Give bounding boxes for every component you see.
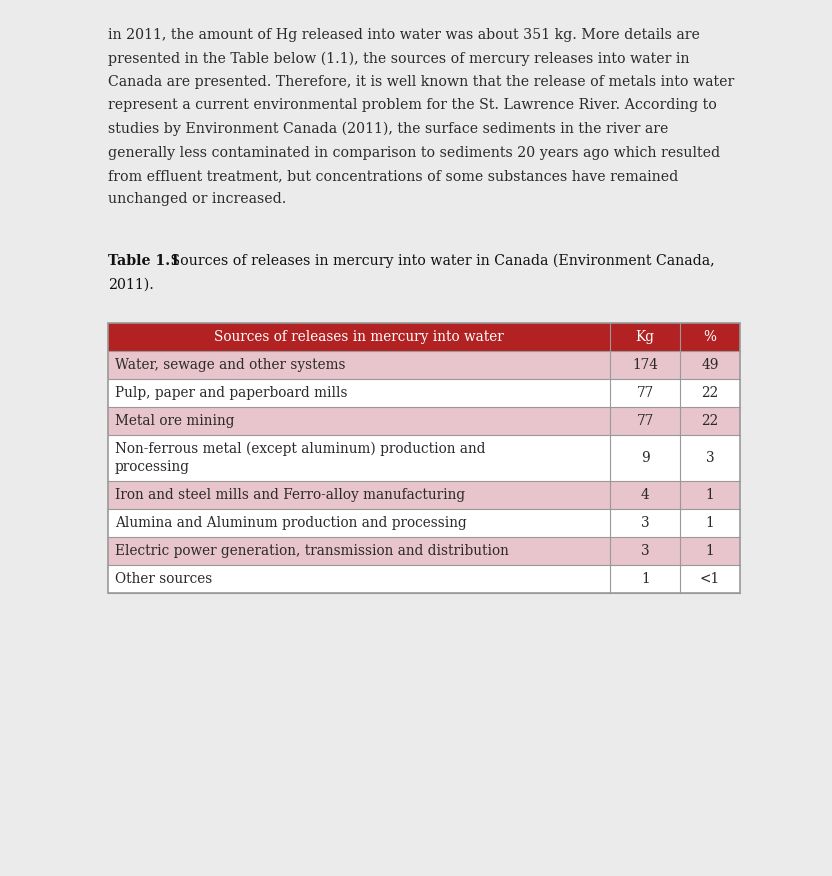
Text: 77: 77: [636, 414, 654, 428]
Text: Other sources: Other sources: [115, 572, 212, 586]
Text: 9: 9: [641, 451, 650, 465]
Bar: [680, 379, 740, 407]
Text: in 2011, the amount of Hg released into water was about 351 kg. More details are: in 2011, the amount of Hg released into …: [108, 28, 700, 42]
Text: 22: 22: [701, 414, 719, 428]
Text: Iron and steel mills and Ferro-alloy manufacturing: Iron and steel mills and Ferro-alloy man…: [115, 488, 465, 502]
Text: 174: 174: [632, 358, 658, 372]
Text: unchanged or increased.: unchanged or increased.: [108, 193, 286, 207]
Text: 1: 1: [641, 572, 650, 586]
Text: Electric power generation, transmission and distribution: Electric power generation, transmission …: [115, 544, 509, 558]
Bar: [611, 565, 680, 593]
Bar: [680, 509, 740, 537]
Bar: [108, 407, 611, 435]
Text: studies by Environment Canada (2011), the surface sediments in the river are: studies by Environment Canada (2011), th…: [108, 122, 668, 137]
Text: from effluent treatment, but concentrations of some substances have remained: from effluent treatment, but concentrati…: [108, 169, 678, 183]
Text: <1: <1: [700, 572, 720, 586]
Bar: [108, 537, 611, 565]
Bar: [611, 379, 680, 407]
Text: 77: 77: [636, 386, 654, 400]
Text: 1: 1: [706, 544, 715, 558]
Bar: [680, 435, 740, 481]
Bar: [108, 509, 611, 537]
Text: presented in the Table below (1.1), the sources of mercury releases into water i: presented in the Table below (1.1), the …: [108, 52, 690, 66]
Text: 49: 49: [701, 358, 719, 372]
Bar: [108, 323, 740, 351]
Bar: [680, 537, 740, 565]
Text: Metal ore mining: Metal ore mining: [115, 414, 235, 428]
Bar: [611, 481, 680, 509]
Text: 3: 3: [706, 451, 715, 465]
Text: 3: 3: [641, 544, 650, 558]
Bar: [108, 565, 611, 593]
Bar: [611, 509, 680, 537]
Text: generally less contaminated in comparison to sediments 20 years ago which result: generally less contaminated in compariso…: [108, 145, 721, 159]
Text: Sources of releases in mercury into water in Canada (Environment Canada,: Sources of releases in mercury into wate…: [166, 254, 715, 268]
Text: Pulp, paper and paperboard mills: Pulp, paper and paperboard mills: [115, 386, 348, 400]
Text: Non-ferrous metal (except aluminum) production and
processing: Non-ferrous metal (except aluminum) prod…: [115, 442, 486, 474]
Bar: [108, 351, 611, 379]
Bar: [108, 379, 611, 407]
Bar: [108, 435, 611, 481]
Text: 22: 22: [701, 386, 719, 400]
Text: Sources of releases in mercury into water: Sources of releases in mercury into wate…: [215, 330, 504, 344]
Text: 4: 4: [641, 488, 650, 502]
Text: Table 1.1: Table 1.1: [108, 254, 180, 268]
Bar: [611, 537, 680, 565]
Bar: [680, 407, 740, 435]
Text: represent a current environmental problem for the St. Lawrence River. According : represent a current environmental proble…: [108, 98, 717, 112]
Text: 2011).: 2011).: [108, 278, 154, 292]
Bar: [680, 565, 740, 593]
Text: Kg: Kg: [636, 330, 655, 344]
Text: Alumina and Aluminum production and processing: Alumina and Aluminum production and proc…: [115, 516, 467, 530]
Bar: [680, 481, 740, 509]
Bar: [611, 351, 680, 379]
Bar: [108, 323, 740, 593]
Text: %: %: [704, 330, 716, 344]
Bar: [680, 351, 740, 379]
Text: 1: 1: [706, 516, 715, 530]
Text: Water, sewage and other systems: Water, sewage and other systems: [115, 358, 345, 372]
Bar: [611, 407, 680, 435]
Text: 1: 1: [706, 488, 715, 502]
Bar: [108, 481, 611, 509]
Text: 3: 3: [641, 516, 650, 530]
Text: Canada are presented. Therefore, it is well known that the release of metals int: Canada are presented. Therefore, it is w…: [108, 75, 735, 89]
Bar: [611, 435, 680, 481]
